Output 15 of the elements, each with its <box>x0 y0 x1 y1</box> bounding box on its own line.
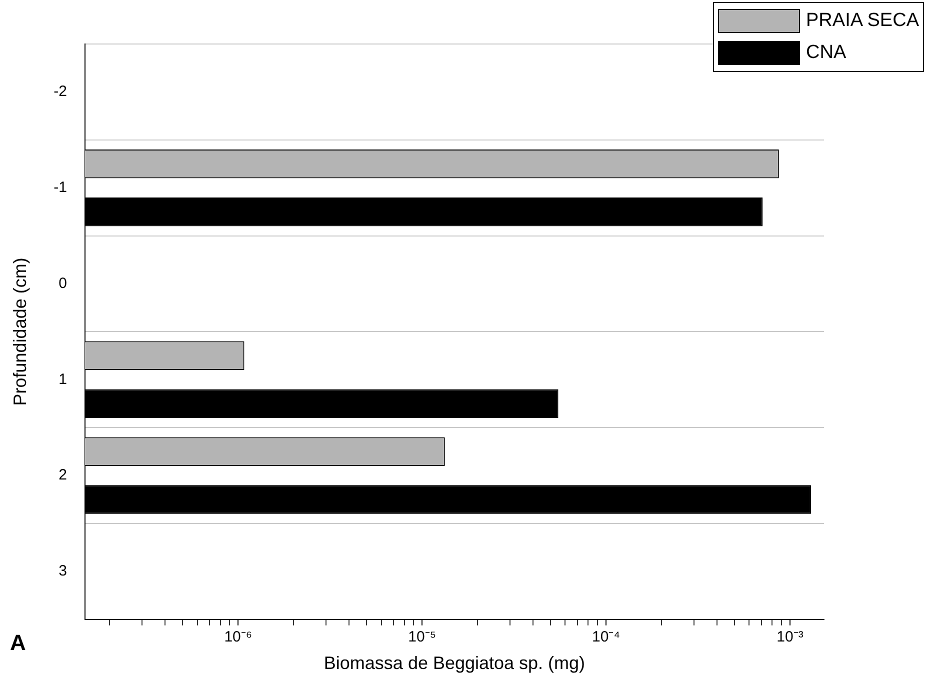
y-tick-label: -1 <box>54 178 67 196</box>
y-tick-label: 3 <box>58 562 67 580</box>
y-tick-label: 2 <box>58 466 67 484</box>
x-tick-label: 10⁻⁴ <box>592 628 620 646</box>
text: A <box>10 630 26 656</box>
x-tick-label: 10⁻³ <box>776 628 804 646</box>
x-tick-label: 10⁻⁵ <box>408 628 436 646</box>
y-tick-label: -2 <box>54 83 67 100</box>
y-tick-label: 1 <box>58 370 67 388</box>
y-axis-title: Profundidade (cm) <box>10 258 30 406</box>
x-tick-label: 10⁻⁶ <box>224 628 252 646</box>
x-axis-title: Biomassa de Beggiatoa sp. (mg) <box>324 653 586 674</box>
legend-label: PRAIA SECA <box>806 10 919 32</box>
legend-label: CNA <box>806 42 846 64</box>
y-tick-label: 0 <box>58 274 67 292</box>
